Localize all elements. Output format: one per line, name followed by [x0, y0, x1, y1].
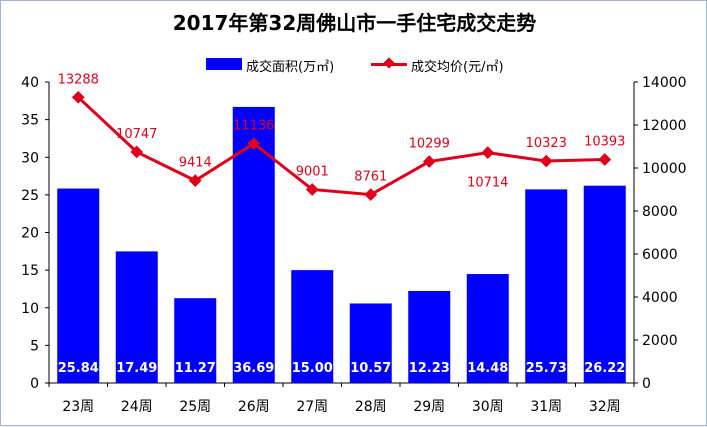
price-value-label: 10747 — [116, 127, 157, 142]
price-marker — [247, 137, 261, 150]
x-tick-label: 24周 — [121, 399, 153, 415]
bar-value-label: 11.27 — [175, 361, 216, 376]
bar-value-label: 25.84 — [58, 361, 99, 376]
y-right-tick-label: 0 — [642, 376, 651, 392]
x-tick-label: 23周 — [62, 399, 94, 415]
bar — [525, 189, 568, 383]
y-left-tick-label: 20 — [21, 226, 39, 242]
y-left-tick-label: 25 — [21, 188, 39, 204]
legend-label-price: 成交均价(元/㎡) — [411, 60, 504, 75]
y-right-tick-label: 10000 — [642, 161, 687, 177]
bar-value-label: 12.23 — [409, 361, 450, 376]
bar-value-label: 26.22 — [584, 361, 625, 376]
bar-value-label: 10.57 — [350, 361, 391, 376]
bar-value-label: 36.69 — [233, 361, 274, 376]
bar — [466, 274, 509, 383]
y-right-tick-label: 12000 — [642, 118, 687, 134]
y-left-tick-label: 15 — [21, 263, 39, 279]
price-marker — [364, 188, 378, 202]
bar-value-label: 17.49 — [116, 361, 157, 376]
price-marker — [188, 174, 202, 187]
price-value-label: 9414 — [179, 156, 212, 171]
bar — [583, 185, 626, 383]
bar-value-label: 15.00 — [292, 361, 333, 376]
y-right-tick-label: 4000 — [642, 290, 678, 306]
x-tick-label: 29周 — [413, 399, 445, 415]
bar-value-label: 25.73 — [526, 361, 567, 376]
legend-bar-swatch — [206, 58, 242, 70]
y-right-tick-label: 14000 — [642, 75, 687, 91]
x-tick-label: 31周 — [530, 399, 562, 415]
x-tick-label: 27周 — [296, 399, 328, 415]
bar — [349, 303, 392, 383]
price-marker — [539, 154, 553, 168]
bar — [291, 270, 334, 383]
legend-label-area: 成交面积(万㎡) — [246, 60, 335, 75]
y-right-tick-label: 2000 — [642, 333, 678, 349]
price-value-label: 11136 — [233, 119, 274, 134]
x-tick-label: 25周 — [179, 399, 211, 415]
y-right-tick-label: 8000 — [642, 204, 678, 220]
y-left-tick-label: 40 — [21, 75, 39, 91]
y-right-tick-label: 6000 — [642, 247, 678, 263]
y-left-tick-label: 30 — [21, 150, 39, 166]
bar — [174, 298, 217, 383]
bar — [408, 290, 451, 383]
price-value-label: 8761 — [354, 170, 387, 185]
x-tick-label: 28周 — [355, 399, 387, 415]
bar-value-label: 14.48 — [467, 361, 508, 376]
price-value-label: 10714 — [467, 176, 508, 191]
chart-title: 2017年第32周佛山市一手住宅成交走势 — [172, 11, 537, 35]
bar — [57, 188, 100, 383]
price-value-label: 10299 — [409, 137, 450, 152]
price-marker — [130, 145, 144, 159]
price-value-label: 10323 — [526, 136, 567, 151]
price-marker — [422, 155, 436, 168]
bar — [115, 251, 158, 383]
x-tick-label: 32周 — [589, 399, 621, 415]
x-tick-label: 30周 — [472, 399, 504, 415]
y-left-tick-label: 5 — [30, 338, 39, 354]
y-left-tick-label: 0 — [30, 376, 39, 392]
price-marker — [305, 183, 319, 196]
price-value-label: 10393 — [584, 135, 625, 150]
price-marker — [598, 153, 612, 166]
x-tick-label: 26周 — [238, 399, 270, 415]
price-marker — [481, 146, 495, 160]
price-value-label: 13288 — [58, 72, 99, 87]
price-value-label: 9001 — [296, 164, 329, 179]
price-line — [77, 96, 605, 197]
y-left-tick-label: 10 — [21, 301, 39, 317]
y-left-tick-label: 35 — [21, 113, 39, 129]
